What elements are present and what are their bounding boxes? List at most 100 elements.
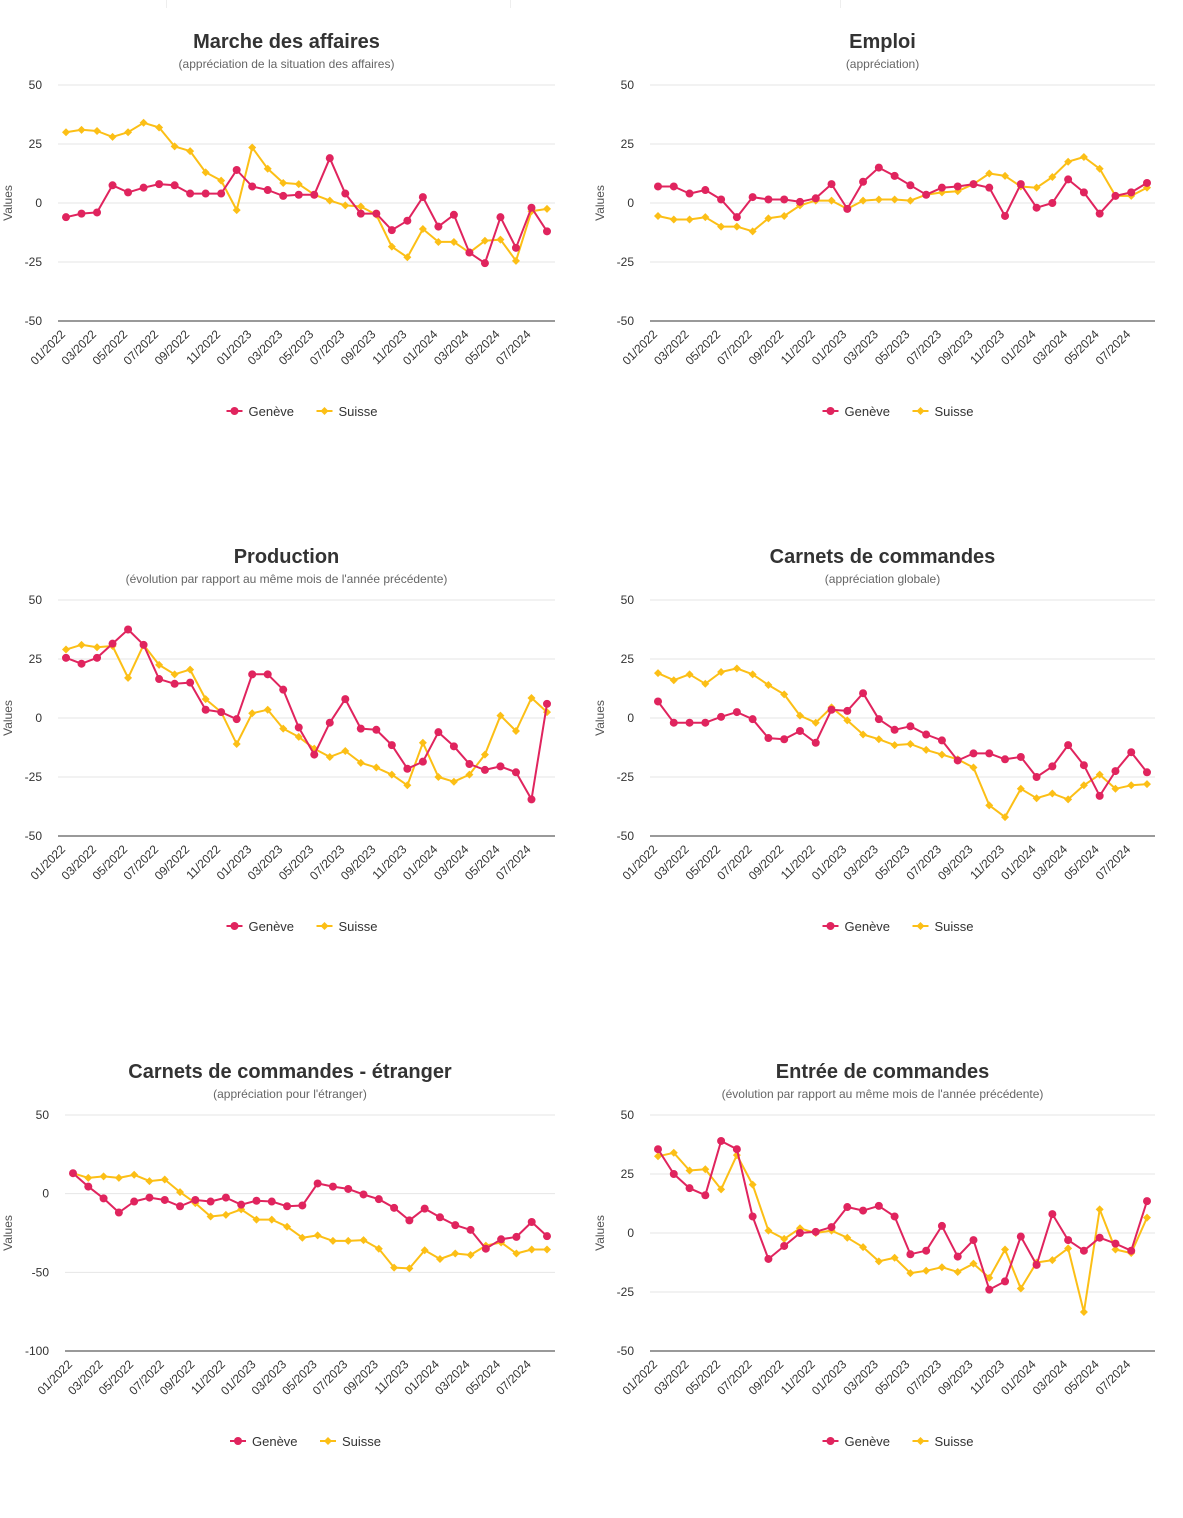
data-point-geneve[interactable] <box>252 1196 261 1205</box>
data-point-geneve[interactable] <box>496 762 505 771</box>
data-point-suisse[interactable] <box>145 1177 154 1186</box>
data-point-suisse[interactable] <box>685 670 694 679</box>
data-point-geneve[interactable] <box>1048 762 1057 771</box>
data-point-geneve[interactable] <box>511 243 520 252</box>
data-point-geneve[interactable] <box>294 190 303 199</box>
data-point-geneve[interactable] <box>1016 752 1025 761</box>
data-point-geneve[interactable] <box>511 768 520 777</box>
data-point-geneve[interactable] <box>1001 211 1010 220</box>
data-point-suisse[interactable] <box>1143 1213 1151 1222</box>
data-point-geneve[interactable] <box>496 213 505 222</box>
data-point-geneve[interactable] <box>359 1190 368 1199</box>
data-point-suisse[interactable] <box>206 1212 215 1221</box>
data-point-suisse[interactable] <box>732 222 741 231</box>
data-point-suisse[interactable] <box>480 236 489 245</box>
data-point-geneve[interactable] <box>93 653 102 662</box>
data-point-suisse[interactable] <box>654 211 662 220</box>
data-point-geneve[interactable] <box>466 1225 475 1234</box>
data-point-geneve[interactable] <box>701 186 710 195</box>
data-point-suisse[interactable] <box>906 739 915 748</box>
data-point-geneve[interactable] <box>69 1169 77 1178</box>
data-point-geneve[interactable] <box>1016 180 1025 189</box>
data-point-suisse[interactable] <box>922 1266 931 1275</box>
data-point-geneve[interactable] <box>298 1201 307 1210</box>
data-point-geneve[interactable] <box>654 182 662 191</box>
data-point-suisse[interactable] <box>325 196 334 205</box>
data-point-suisse[interactable] <box>176 1188 185 1197</box>
data-point-geneve[interactable] <box>527 203 536 212</box>
data-point-suisse[interactable] <box>1064 157 1073 166</box>
data-point-suisse[interactable] <box>859 730 868 739</box>
data-point-suisse[interactable] <box>263 705 272 714</box>
data-point-suisse[interactable] <box>1095 1205 1104 1214</box>
data-point-geneve[interactable] <box>795 1229 804 1237</box>
data-point-suisse[interactable] <box>325 752 334 761</box>
data-point-suisse[interactable] <box>890 1253 899 1262</box>
data-point-suisse[interactable] <box>1111 784 1120 793</box>
data-point-suisse[interactable] <box>685 1166 694 1175</box>
data-point-geneve[interactable] <box>874 1201 883 1210</box>
data-point-geneve[interactable] <box>890 725 899 734</box>
data-point-geneve[interactable] <box>922 730 931 739</box>
data-point-geneve[interactable] <box>701 1191 710 1200</box>
data-point-suisse[interactable] <box>669 215 678 224</box>
data-point-suisse[interactable] <box>1079 1308 1088 1317</box>
data-point-geneve[interactable] <box>859 177 868 186</box>
data-point-suisse[interactable] <box>403 253 412 262</box>
data-point-geneve[interactable] <box>685 189 694 198</box>
data-point-geneve[interactable] <box>465 760 474 769</box>
data-point-geneve[interactable] <box>543 699 551 708</box>
data-point-suisse[interactable] <box>263 164 272 173</box>
data-point-suisse[interactable] <box>906 196 915 205</box>
data-point-geneve[interactable] <box>186 189 195 198</box>
data-point-geneve[interactable] <box>843 1203 852 1212</box>
data-point-geneve[interactable] <box>186 678 195 687</box>
data-point-geneve[interactable] <box>390 1203 399 1212</box>
data-point-suisse[interactable] <box>953 1267 962 1276</box>
data-point-geneve[interactable] <box>1095 209 1104 218</box>
data-point-suisse[interactable] <box>985 169 994 178</box>
data-point-suisse[interactable] <box>1016 784 1025 793</box>
data-point-suisse[interactable] <box>874 195 883 204</box>
data-point-suisse[interactable] <box>811 718 820 727</box>
data-point-geneve[interactable] <box>139 183 148 192</box>
data-point-geneve[interactable] <box>937 736 946 745</box>
data-point-geneve[interactable] <box>717 712 726 721</box>
legend-item-suisse[interactable]: Suisse <box>320 1434 381 1449</box>
data-point-geneve[interactable] <box>294 723 303 732</box>
data-point-geneve[interactable] <box>795 726 804 735</box>
data-point-suisse[interactable] <box>420 1246 429 1255</box>
data-point-geneve[interactable] <box>451 1221 460 1230</box>
data-point-geneve[interactable] <box>1143 178 1151 187</box>
data-point-suisse[interactable] <box>669 1148 678 1157</box>
data-point-geneve[interactable] <box>480 765 489 774</box>
data-point-geneve[interactable] <box>191 1195 200 1204</box>
data-point-geneve[interactable] <box>217 708 226 717</box>
data-point-suisse[interactable] <box>186 147 195 156</box>
data-point-geneve[interactable] <box>1079 188 1088 197</box>
data-point-geneve[interactable] <box>465 248 474 257</box>
data-point-geneve[interactable] <box>108 639 117 648</box>
data-point-suisse[interactable] <box>859 1243 868 1252</box>
data-point-geneve[interactable] <box>1127 188 1136 197</box>
data-point-geneve[interactable] <box>497 1235 506 1244</box>
data-point-geneve[interactable] <box>356 724 365 733</box>
data-point-geneve[interactable] <box>922 190 931 199</box>
data-point-geneve[interactable] <box>890 1212 899 1221</box>
data-point-geneve[interactable] <box>1048 199 1057 207</box>
data-point-geneve[interactable] <box>434 728 443 737</box>
data-point-geneve[interactable] <box>403 764 412 773</box>
data-point-geneve[interactable] <box>1143 1197 1151 1206</box>
data-point-geneve[interactable] <box>527 795 536 804</box>
data-point-geneve[interactable] <box>263 670 272 679</box>
data-point-geneve[interactable] <box>1143 768 1151 777</box>
data-point-geneve[interactable] <box>170 679 179 688</box>
data-point-suisse[interactable] <box>969 1259 978 1268</box>
data-point-geneve[interactable] <box>418 757 427 766</box>
data-point-geneve[interactable] <box>372 209 381 218</box>
data-point-geneve[interactable] <box>764 1254 773 1263</box>
data-point-suisse[interactable] <box>356 758 365 767</box>
data-point-geneve[interactable] <box>953 182 962 191</box>
data-point-geneve[interactable] <box>906 181 915 190</box>
data-point-geneve[interactable] <box>124 188 133 197</box>
